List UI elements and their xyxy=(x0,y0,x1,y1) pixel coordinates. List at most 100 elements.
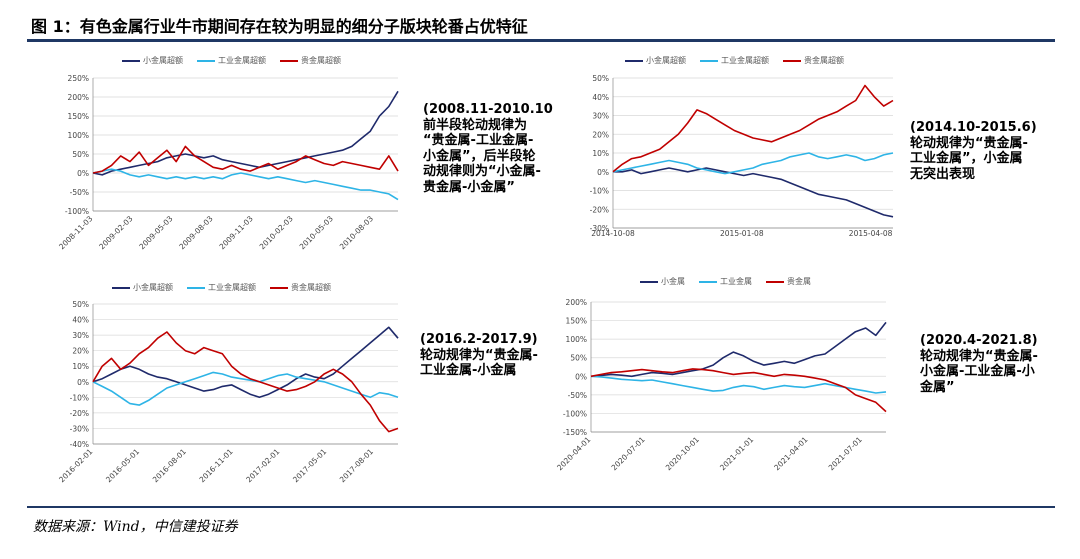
legend-item-precious: 贵金属超额 xyxy=(280,55,341,66)
chart-panel-4: 200% 150% 100% 50% 0% -50% -100% -150% 2020-04-0… xyxy=(553,296,903,491)
chart-3-annotation: (2016.2-2017.9) 轮动规律为“贵金属- 工业金属-小金属 xyxy=(420,332,538,378)
y-tick-label: -20% xyxy=(590,205,609,214)
series-line-3 xyxy=(612,84,894,173)
legend-swatch xyxy=(197,59,215,62)
x-tick-label: 2009-08-03 xyxy=(177,214,214,251)
legend-item-industrial: 工业金属 xyxy=(699,276,752,287)
chart-3-svg: 50% 40% 30% 20% 10% 0% -10% -20% -30% -40%2016-02… xyxy=(57,300,399,484)
legend-label: 工业金属 xyxy=(720,277,752,286)
series-line-3 xyxy=(92,331,399,433)
legend-swatch xyxy=(699,280,717,283)
series-line-3 xyxy=(92,145,399,174)
y-tick-label: 20% xyxy=(592,130,609,139)
x-tick-label: 2017-08-01 xyxy=(338,447,375,484)
y-tick-label: -50% xyxy=(70,188,89,197)
legend-item-precious: 贵金属超额 xyxy=(783,55,844,66)
series-line-2 xyxy=(590,375,887,394)
chart-4-legend: 小金属 工业金属 贵金属 xyxy=(640,276,811,287)
y-tick-label: 0% xyxy=(575,372,587,381)
legend-item-small: 小金属超额 xyxy=(625,55,686,66)
chart-4-annotation: (2020.4-2021.8) 轮动规律为“贵金属- 小金属-工业金属-小 金属… xyxy=(920,333,1038,395)
legend-label: 小金属超额 xyxy=(133,283,173,292)
legend-label: 贵金属 xyxy=(787,277,811,286)
y-tick-label: 150% xyxy=(566,317,587,326)
legend-item-industrial: 工业金属超额 xyxy=(187,282,256,293)
y-tick-label: -20% xyxy=(70,409,89,418)
legend-label: 贵金属超额 xyxy=(804,56,844,65)
y-tick-label: 30% xyxy=(592,112,609,121)
legend-swatch xyxy=(783,59,801,62)
x-tick-label: 2020-07-01 xyxy=(610,435,647,472)
x-tick-label: 2020-10-01 xyxy=(664,435,701,472)
legend-swatch xyxy=(766,280,784,283)
series-line-1 xyxy=(613,167,894,218)
y-tick-label: 200% xyxy=(566,298,587,307)
y-tick-label: 50% xyxy=(72,300,89,309)
legend-label: 小金属超额 xyxy=(143,56,183,65)
legend-swatch xyxy=(280,59,298,62)
series-line-2 xyxy=(92,168,399,201)
x-tick-label: 2009-11-03 xyxy=(218,214,255,251)
y-tick-label: -50% xyxy=(568,391,587,400)
legend-label: 小金属超额 xyxy=(646,56,686,65)
chart-3-legend: 小金属超额 工业金属超额 贵金属超额 xyxy=(112,282,331,293)
legend-swatch xyxy=(270,286,288,289)
chart-2-svg: 50% 40% 30% 20% 10% 0% -10% -20% -30%2014-10-08 2… xyxy=(590,74,894,238)
chart-4-svg: 200% 150% 100% 50% 0% -50% -100% -150%2020-04-0… xyxy=(555,298,887,472)
legend-label: 工业金属超额 xyxy=(208,283,256,292)
y-tick-label: 50% xyxy=(72,150,89,159)
legend-item-industrial: 工业金属超额 xyxy=(700,55,769,66)
y-tick-label: 50% xyxy=(592,74,609,83)
series-line-2 xyxy=(92,371,399,406)
x-tick-label: 2016-05-01 xyxy=(104,447,141,484)
y-tick-label: -30% xyxy=(70,424,89,433)
y-tick-label: -40% xyxy=(70,440,89,449)
legend-label: 贵金属超额 xyxy=(291,283,331,292)
x-tick-label: 2021-01-01 xyxy=(718,435,755,472)
x-tick-label: 2015-01-08 xyxy=(720,229,764,238)
source-note: 数据来源：Wind，中信建投证券 xyxy=(33,519,238,535)
y-tick-label: 0% xyxy=(77,378,89,387)
legend-swatch xyxy=(700,59,718,62)
y-tick-label: 100% xyxy=(566,335,587,344)
legend-item-small: 小金属 xyxy=(640,276,685,287)
legend-item-small: 小金属超额 xyxy=(112,282,173,293)
chart-panel-1: 250% 200% 150% 100% 50% 0% -50% -100% 2008-11-03… xyxy=(55,70,405,265)
chart-1-annotation: (2008.11-2010.10 前半段轮动规律为 “贵金属-工业金属- 小金属… xyxy=(423,102,553,195)
figure-title: 图 1：有色金属行业牛市期间存在较为明显的细分子版块轮番占优特征 xyxy=(31,17,528,36)
x-tick-label: 2017-02-01 xyxy=(244,447,281,484)
series-line-1 xyxy=(590,321,887,378)
legend-swatch xyxy=(640,280,658,283)
legend-swatch xyxy=(187,286,205,289)
chart-panel-3: 50% 40% 30% 20% 10% 0% -10% -20% -30% -40% 2016-02… xyxy=(55,298,405,488)
legend-item-precious: 贵金属超额 xyxy=(270,282,331,293)
legend-item-precious: 贵金属 xyxy=(766,276,811,287)
y-tick-label: -10% xyxy=(70,393,89,402)
y-tick-label: -150% xyxy=(563,428,587,437)
chart-2-legend: 小金属超额 工业金属超额 贵金属超额 xyxy=(625,55,844,66)
x-tick-label: 2015-04-08 xyxy=(849,229,893,238)
x-tick-label: 2020-04-01 xyxy=(555,435,592,472)
legend-swatch xyxy=(112,286,130,289)
y-tick-label: 40% xyxy=(72,316,89,325)
chart-panel-2: 50% 40% 30% 20% 10% 0% -10% -20% -30% 2014-10-08 2… xyxy=(575,70,905,250)
y-tick-label: 250% xyxy=(68,74,89,83)
series-line-2 xyxy=(612,152,894,175)
x-tick-label: 2010-02-03 xyxy=(258,214,295,251)
y-tick-label: -100% xyxy=(563,409,587,418)
x-tick-label: 2016-08-01 xyxy=(151,447,188,484)
series-line-1 xyxy=(92,326,399,399)
chart-1-svg: 250% 200% 150% 100% 50% 0% -50% -100%2008-11-03… xyxy=(57,74,399,251)
y-tick-label: 10% xyxy=(592,149,609,158)
x-tick-label: 2016-11-01 xyxy=(198,447,235,484)
x-tick-label: 2021-07-01 xyxy=(827,435,864,472)
x-tick-label: 2017-05-01 xyxy=(291,447,328,484)
legend-swatch xyxy=(122,59,140,62)
x-tick-label: 2016-02-01 xyxy=(57,447,94,484)
y-tick-label: -10% xyxy=(590,187,609,196)
y-tick-label: 0% xyxy=(597,168,609,177)
y-tick-label: 30% xyxy=(72,331,89,340)
legend-label: 工业金属超额 xyxy=(721,56,769,65)
legend-swatch xyxy=(625,59,643,62)
legend-label: 贵金属超额 xyxy=(301,56,341,65)
